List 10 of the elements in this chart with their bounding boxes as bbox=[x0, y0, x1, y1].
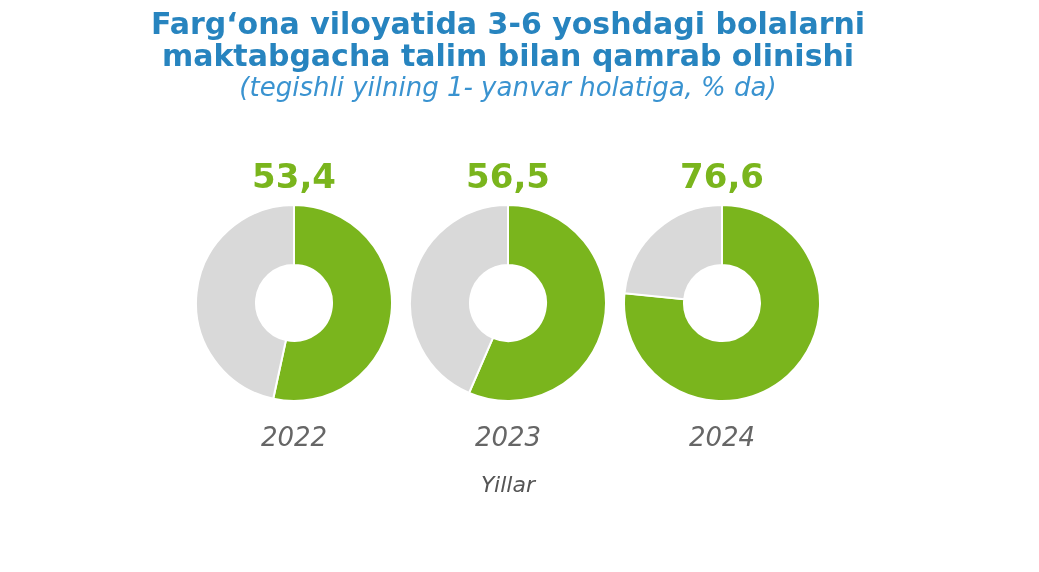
text: (tegishli yilning 1- yanvar holatiga, % da) bbox=[239, 72, 777, 102]
text: 2024 bbox=[688, 422, 756, 452]
text: 2023 bbox=[474, 422, 542, 452]
data-label: 53,4 bbox=[252, 156, 336, 196]
text: Yillar bbox=[481, 472, 537, 497]
text: 2022 bbox=[260, 422, 328, 452]
data-label: 76,6 bbox=[680, 156, 764, 196]
text: Farg‘ona viloyatida 3-6 yoshdagi bolalarni maktabgacha talim bilan qamrab olinishi bbox=[150, 6, 866, 73]
donut-slice bbox=[623, 204, 821, 402]
data-label: 56,5 bbox=[466, 156, 550, 196]
